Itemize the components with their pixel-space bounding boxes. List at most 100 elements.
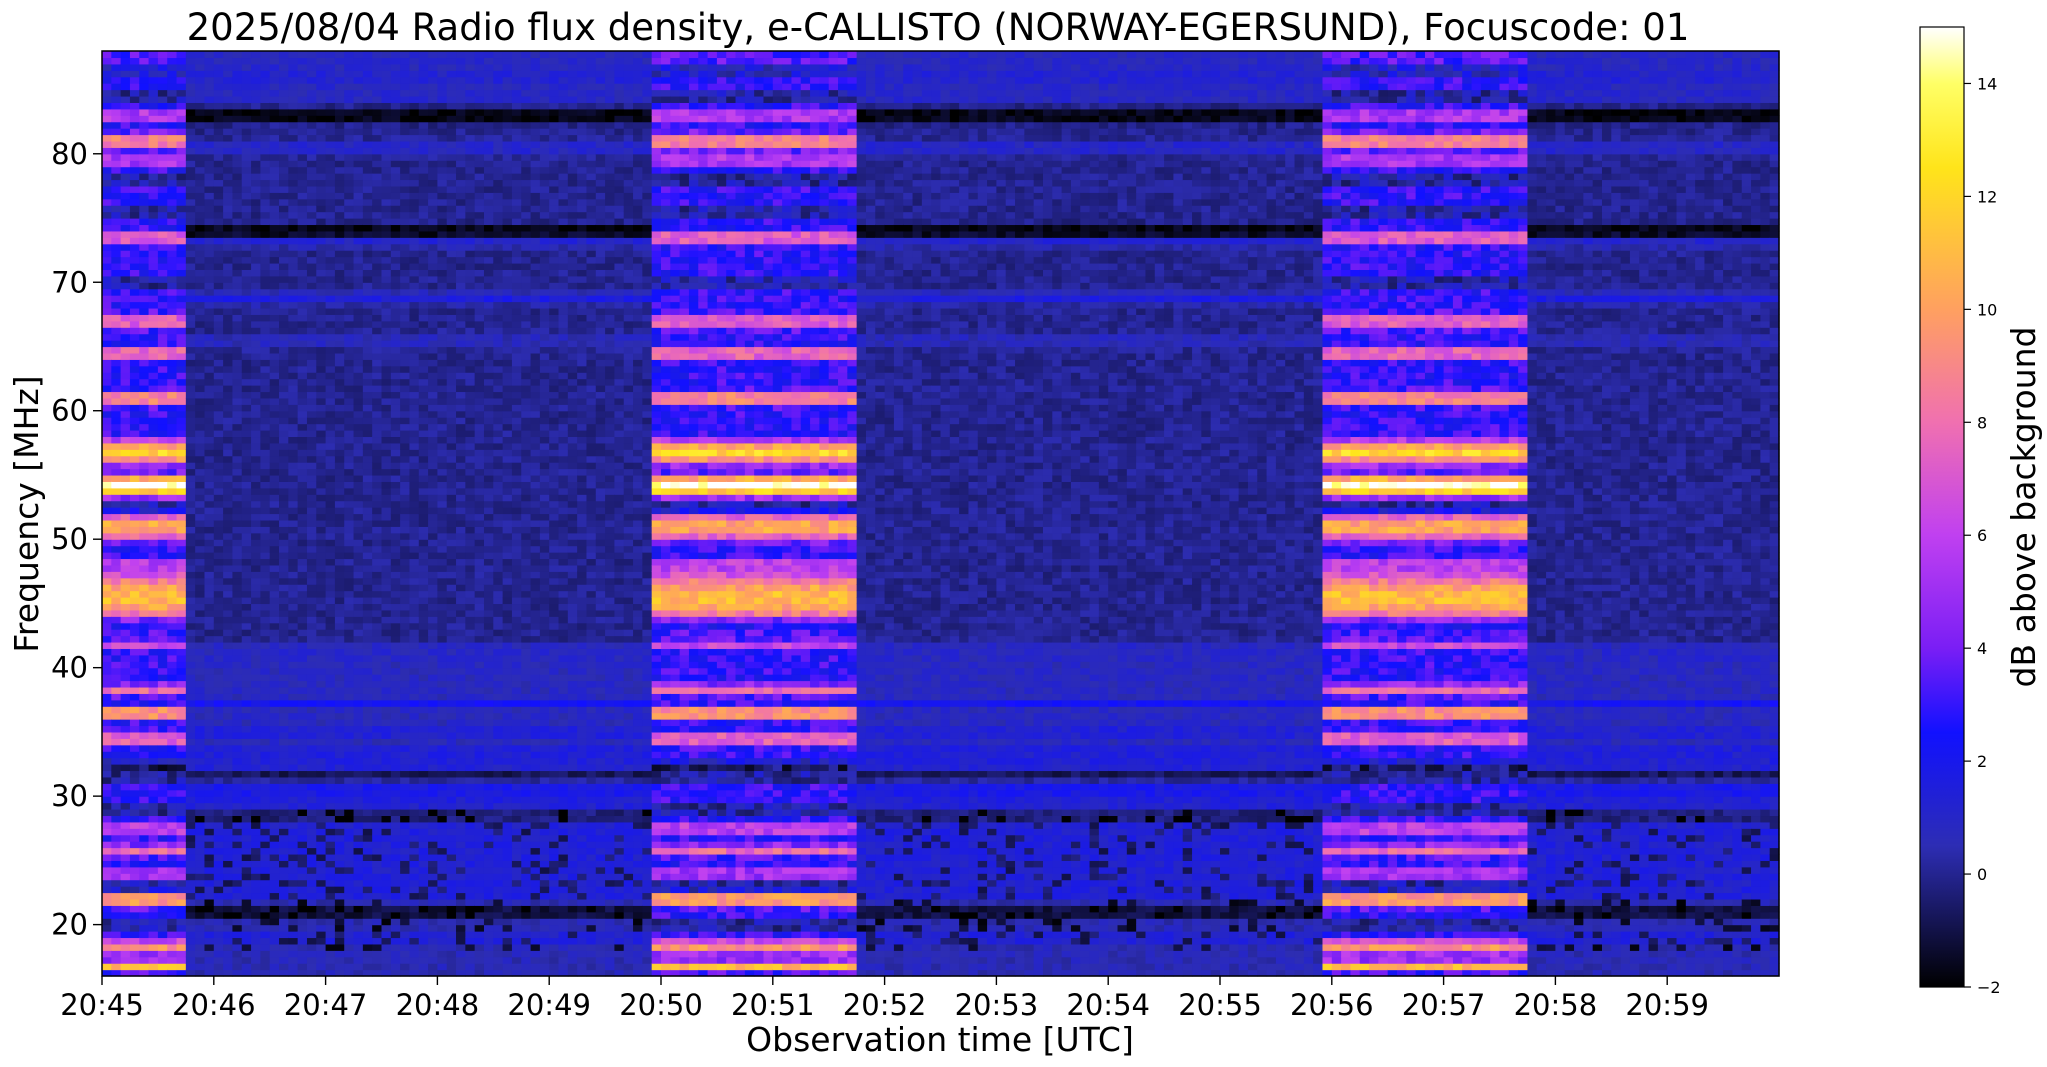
spectrogram-cell: [158, 147, 168, 154]
spectrogram-cell: [111, 668, 121, 675]
spectrogram-cell: [139, 231, 149, 238]
spectrogram-cell: [102, 263, 112, 270]
spectrogram-cell: [149, 51, 159, 58]
spectrogram-cell: [130, 314, 140, 321]
spectrogram-cell: [186, 571, 196, 578]
spectrogram-cell: [149, 257, 159, 264]
spectrogram-cell: [111, 616, 121, 623]
spectrogram-cell: [111, 199, 121, 206]
spectrogram-cell: [102, 359, 112, 366]
spectrogram-cell: [139, 912, 149, 919]
spectrogram-cell: [167, 302, 177, 309]
spectrogram-cell: [130, 603, 140, 610]
spectrogram-cell: [158, 597, 168, 604]
spectrogram-cell: [139, 758, 149, 765]
spectrogram-cell: [139, 456, 149, 463]
spectrogram-cell: [130, 815, 140, 822]
spectrogram-cell: [149, 469, 159, 476]
spectrogram-cell: [139, 507, 149, 514]
spectrogram-cell: [149, 353, 159, 360]
spectrogram-cell: [130, 912, 140, 919]
spectrogram-cell: [130, 648, 140, 655]
spectrogram-cell: [102, 96, 112, 103]
spectrogram-cell: [102, 372, 112, 379]
spectrogram-cell: [102, 449, 112, 456]
spectrogram-cell: [167, 141, 177, 148]
spectrogram-cell: [102, 212, 112, 219]
spectrogram-cell: [111, 173, 121, 180]
spectrogram-cell: [111, 931, 121, 938]
spectrogram-cell: [149, 892, 159, 899]
spectrogram-cell: [111, 289, 121, 296]
spectrogram-cell: [102, 257, 112, 264]
spectrogram-cell: [121, 462, 131, 469]
spectrogram-cell: [149, 115, 159, 122]
spectrogram-cell: [149, 539, 159, 546]
spectrogram-cell: [130, 340, 140, 347]
spectrogram-cell: [158, 282, 168, 289]
spectrogram-cell: [139, 96, 149, 103]
spectrogram-cell: [177, 950, 187, 957]
spectrogram-cell: [149, 693, 159, 700]
spectrogram-cell: [102, 147, 112, 154]
spectrogram-cell: [121, 199, 131, 206]
spectrogram-cell: [139, 128, 149, 135]
spectrogram-cell: [139, 372, 149, 379]
spectrogram-cell: [186, 719, 196, 726]
spectrogram-cell: [111, 693, 121, 700]
spectrogram-cell: [186, 443, 196, 450]
spectrogram-cell: [177, 501, 187, 508]
spectrogram-cell: [177, 147, 187, 154]
spectrogram-cell: [111, 359, 121, 366]
spectrogram-cell: [102, 167, 112, 174]
spectrogram-cell: [177, 841, 187, 848]
spectrogram-cell: [102, 526, 112, 533]
spectrogram-cell: [177, 713, 187, 720]
spectrogram-cell: [158, 790, 168, 797]
spectrogram-cell: [177, 57, 187, 64]
spectrogram-cell: [149, 725, 159, 732]
spectrogram-cell: [111, 475, 121, 482]
spectrogram-cell: [139, 841, 149, 848]
spectrogram-cell: [149, 533, 159, 540]
spectrogram-cell: [158, 520, 168, 527]
spectrogram-cell: [130, 854, 140, 861]
spectrogram-cell: [139, 950, 149, 957]
spectrogram-cell: [177, 192, 187, 199]
spectrogram-cell: [186, 931, 196, 938]
spectrogram-cell: [130, 803, 140, 810]
spectrogram-cell: [121, 141, 131, 148]
spectrogram-cell: [121, 777, 131, 784]
spectrogram-cell: [158, 623, 168, 630]
spectrogram-cell: [158, 565, 168, 572]
spectrogram-cell: [149, 276, 159, 283]
spectrogram-cell: [121, 411, 131, 418]
spectrogram-cell: [130, 822, 140, 829]
spectrogram-cell: [102, 790, 112, 797]
spectrogram-cell: [139, 931, 149, 938]
spectrogram-cell: [130, 411, 140, 418]
spectrogram-cell: [186, 51, 196, 58]
spectrogram-cell: [177, 385, 187, 392]
spectrogram-cell: [121, 610, 131, 617]
spectrogram-cell: [130, 501, 140, 508]
spectrogram-cell: [177, 860, 187, 867]
spectrogram-cell: [158, 815, 168, 822]
spectrogram-cell: [177, 96, 187, 103]
spectrogram-figure: 2025/08/04 Radio flux density, e-CALLIST…: [0, 0, 2047, 1067]
spectrogram-cell: [177, 925, 187, 932]
spectrogram-cell: [149, 603, 159, 610]
spectrogram-cell: [102, 880, 112, 887]
spectrogram-cell: [139, 205, 149, 212]
spectrogram-cell: [139, 488, 149, 495]
spectrogram-cell: [139, 937, 149, 944]
spectrogram-cell: [158, 745, 168, 752]
spectrogram-cell: [102, 603, 112, 610]
spectrogram-cell: [186, 520, 196, 527]
spectrogram-cell: [111, 366, 121, 373]
spectrogram-cell: [186, 591, 196, 598]
spectrogram-cell: [121, 841, 131, 848]
spectrogram-cell: [186, 925, 196, 932]
spectrogram-cell: [158, 732, 168, 739]
spectrogram-cell: [158, 179, 168, 186]
